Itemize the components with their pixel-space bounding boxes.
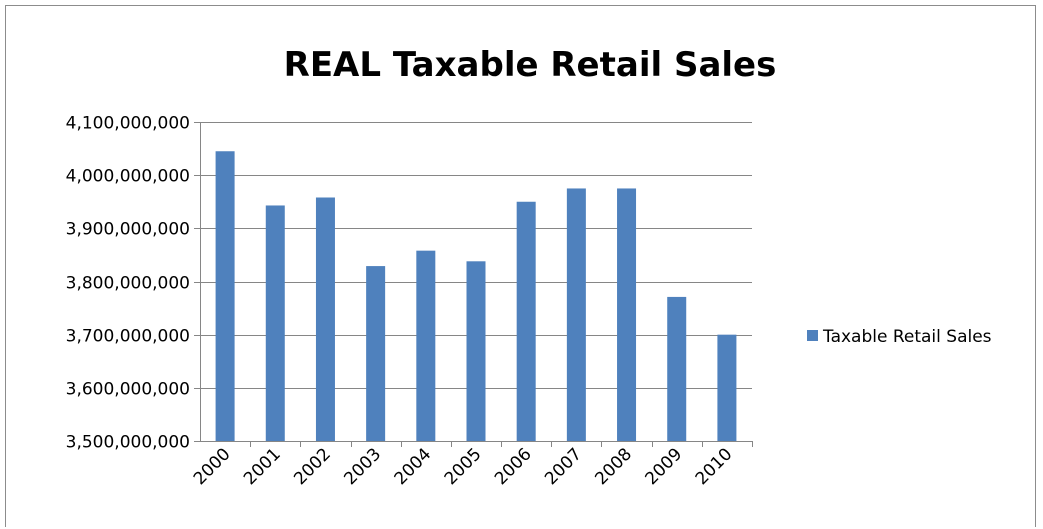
bar-2007	[566, 188, 586, 441]
x-tick-label: 2002	[290, 444, 335, 489]
y-tick-label: 3,800,000,000	[66, 274, 190, 294]
bar-2002	[315, 197, 335, 441]
y-tick-label: 4,100,000,000	[66, 114, 190, 134]
bars	[215, 151, 737, 441]
x-tick-label: 2005	[441, 444, 486, 489]
x-tick-label: 2008	[591, 444, 636, 489]
y-tick-label: 3,700,000,000	[66, 327, 190, 347]
x-tick-label: 2000	[190, 444, 235, 489]
bar-2006	[516, 201, 536, 441]
bar-2004	[416, 250, 436, 441]
y-tick-label: 3,900,000,000	[66, 220, 190, 240]
legend-label: Taxable Retail Sales	[822, 327, 992, 347]
y-tick-label: 3,600,000,000	[66, 380, 190, 400]
x-tick-label: 2001	[240, 444, 285, 489]
y-axis: 3,500,000,000 3,600,000,000 3,700,000,000 3…	[66, 114, 201, 453]
bar-2005	[466, 261, 486, 441]
chart-title: REAL Taxable Retail Sales	[284, 45, 777, 85]
x-tick-label: 2009	[642, 444, 687, 489]
x-axis: 2000 2001 2002 2003 2004 2005 2006 2007 2008 2009…	[190, 441, 753, 489]
y-tick-label: 4,000,000,000	[66, 167, 190, 187]
x-tick-label: 2003	[340, 444, 385, 489]
x-tick-label: 2010	[692, 444, 737, 489]
bar-2009	[667, 296, 687, 441]
bar-2001	[265, 205, 285, 441]
legend: Taxable Retail Sales	[807, 327, 992, 347]
x-tick-label: 2006	[491, 444, 536, 489]
bar-2010	[717, 334, 737, 441]
gridlines	[200, 122, 752, 389]
top-margin	[0, 0, 1043, 5]
bar-2008	[617, 188, 637, 441]
x-tick-label: 2007	[541, 444, 586, 489]
legend-swatch	[807, 330, 818, 341]
bar-2000	[215, 151, 235, 441]
y-tick-label: 3,500,000,000	[66, 433, 190, 453]
x-tick-label: 2004	[391, 444, 436, 489]
bar-2003	[366, 266, 386, 441]
